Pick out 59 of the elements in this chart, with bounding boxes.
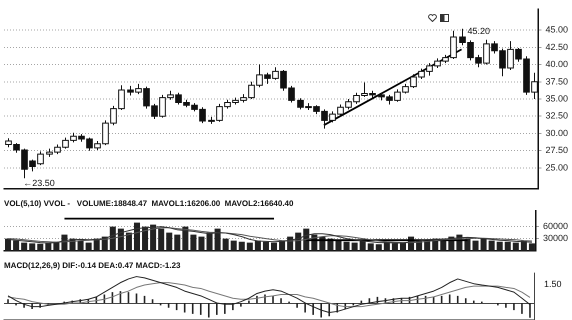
bar [110,226,116,251]
bar [360,240,366,251]
bar [134,222,140,251]
bar [166,232,172,251]
bar [182,226,188,251]
bar [37,244,44,251]
bar [13,240,20,251]
text: 1.50 [544,279,562,290]
bar [206,232,213,251]
bar [230,240,237,251]
bar [174,234,180,251]
y-tick-label: 30.00 [545,128,568,138]
bar [190,234,196,251]
bar [254,240,261,251]
bar [352,242,358,251]
bar [246,242,253,251]
y-tick-label: 60000 [542,221,568,232]
y-tick-label: 30000 [542,233,568,244]
y-tick-label: 37.50 [545,76,568,86]
bar [472,240,479,251]
bar [262,242,269,251]
bar [150,224,156,251]
y-tick-label: 25.00 [545,162,568,172]
bar [86,242,92,251]
annotation: ←23.50 [23,178,55,188]
bar [440,240,446,251]
bar [376,244,382,251]
y-tick-label: 45.00 [545,24,568,35]
bar [78,240,84,251]
bar [118,228,124,251]
bar [528,243,535,251]
bar [504,242,511,251]
bar [126,232,132,251]
bar [222,238,229,251]
bar [496,242,503,251]
bar [5,238,12,251]
y-tick-label: 40.00 [545,59,568,70]
bar [270,242,278,251]
bar [21,242,28,251]
bar [158,228,164,251]
bar [29,243,36,251]
bar [214,228,221,251]
chart-title: VOL(5,10) VVOL - VOLUME:18848.47 MAVOL1:16206.00 MAVOL2:16640.40 [4,199,294,208]
bar [392,243,398,251]
bar [512,242,519,251]
bar [480,238,487,251]
bar [488,240,495,251]
bar [238,242,245,251]
bar [344,242,350,251]
chart-title: MACD(12,26,9) DIF:-0.14 DEA:0.47 MACD:-1.23 [4,261,182,270]
bar [198,236,204,251]
bar [335,240,342,251]
bar [368,243,374,251]
annotation: 45.20 [468,26,490,36]
y-tick-label: 27.50 [545,145,568,156]
bar [142,226,148,251]
y-tick-label: 32.50 [545,110,568,121]
y-tick-label: 35.00 [545,93,568,104]
y-tick-label: 42.50 [545,42,568,52]
